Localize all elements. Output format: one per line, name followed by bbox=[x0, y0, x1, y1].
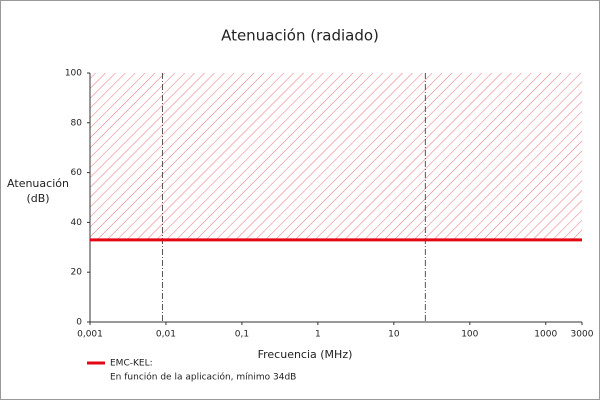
y-tick-label: 80 bbox=[71, 118, 83, 128]
y-axis-label: Atenuación (dB) bbox=[7, 177, 69, 205]
hatched-area bbox=[90, 73, 582, 240]
chart-title: Atenuación (radiado) bbox=[221, 27, 379, 45]
x-tick-label: 1000 bbox=[534, 330, 557, 340]
y-tick-label: 60 bbox=[71, 168, 83, 178]
legend-note: En función de la aplicación, mínimo 34dB bbox=[110, 372, 296, 383]
x-tick-label: 10 bbox=[388, 330, 400, 340]
x-tick-label: 1 bbox=[315, 330, 321, 340]
x-tick-label: 100 bbox=[461, 330, 478, 340]
y-tick-label: 20 bbox=[71, 268, 83, 278]
legend-label: EMC-KEL: bbox=[110, 359, 153, 369]
x-axis-label: Frecuencia (MHz) bbox=[258, 348, 353, 361]
y-tick-label: 0 bbox=[76, 318, 82, 328]
y-tick-label: 100 bbox=[65, 69, 82, 79]
x-tick-label: 3000 bbox=[571, 330, 594, 340]
x-tick-label: 0,1 bbox=[235, 330, 249, 340]
y-tick-label: 40 bbox=[71, 218, 83, 228]
x-tick-label: 0,001 bbox=[77, 330, 103, 340]
x-tick-label: 0,01 bbox=[156, 330, 176, 340]
